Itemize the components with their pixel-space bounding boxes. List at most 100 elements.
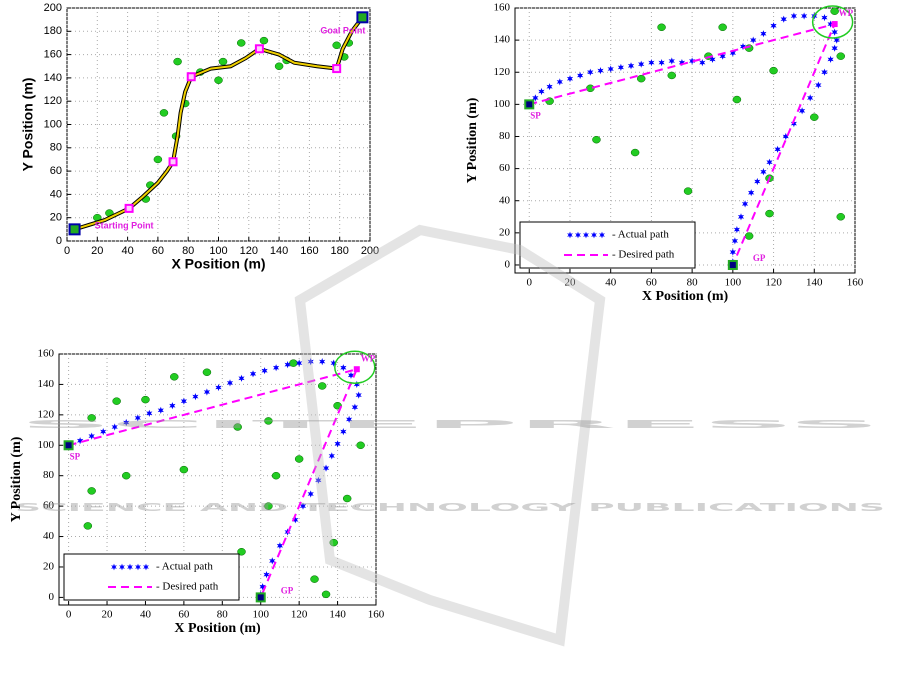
path-marker — [556, 78, 563, 86]
start-point — [524, 99, 535, 110]
legend-marker — [599, 231, 605, 239]
legend-marker — [111, 563, 117, 571]
x-tick-label: 20 — [91, 245, 103, 257]
obstacle — [810, 113, 819, 121]
y-tick-label: 20 — [499, 226, 511, 238]
x-tick-label: 40 — [140, 609, 152, 621]
legend-marker — [127, 563, 133, 571]
obstacle — [141, 395, 150, 404]
path-marker — [203, 388, 211, 396]
x-tick-label: 160 — [847, 277, 864, 289]
path-marker — [754, 177, 761, 186]
path-marker — [577, 71, 584, 80]
path-marker — [328, 452, 335, 460]
y-tick-label: 140 — [38, 378, 55, 390]
y-tick-label: 40 — [43, 530, 55, 542]
x-tick-label: 60 — [646, 277, 658, 289]
obstacle — [667, 71, 677, 80]
obstacle — [333, 401, 342, 410]
legend-label: - Actual path — [612, 229, 669, 241]
obstacle — [264, 502, 273, 510]
annotation: GP — [281, 585, 294, 595]
obstacle — [153, 155, 163, 164]
path-marker — [263, 571, 270, 579]
path-marker — [729, 49, 736, 57]
obstacle — [769, 66, 778, 75]
goal-point — [255, 592, 266, 603]
x-tick-label: 100 — [252, 609, 269, 621]
legend-marker — [135, 563, 141, 571]
path-marker — [648, 59, 655, 67]
obstacle — [121, 471, 131, 480]
path-marker — [748, 189, 755, 197]
y-tick-label: 160 — [44, 49, 62, 61]
legend-marker — [575, 231, 581, 239]
path-marker — [532, 94, 539, 102]
path-marker — [798, 107, 806, 115]
y-tick-label: 20 — [43, 561, 55, 573]
legend-marker — [567, 231, 573, 239]
y-tick-label: 60 — [50, 165, 62, 177]
path-marker — [180, 397, 187, 405]
legend-label: - Actual path — [156, 561, 213, 573]
watermark-logo — [294, 224, 606, 647]
x-tick-label: 0 — [66, 609, 72, 621]
annotation: WP — [839, 8, 854, 18]
y-tick-label: 160 — [494, 2, 511, 14]
waypoint — [124, 203, 134, 213]
path-marker — [238, 374, 245, 382]
y-axis-label: Y Position (m) — [20, 78, 36, 172]
x-tick-label: 80 — [217, 609, 229, 621]
x-tick-label: 20 — [102, 609, 114, 621]
path-marker — [100, 428, 107, 436]
legend-marker — [591, 231, 597, 239]
y-axis-label: Y Position (m) — [9, 436, 24, 522]
obstacle — [289, 359, 298, 367]
path-marker — [134, 414, 141, 422]
y-tick-label: 60 — [43, 500, 55, 512]
path-marker — [355, 391, 362, 399]
obstacle — [592, 135, 601, 144]
path-marker — [319, 358, 326, 366]
x-tick-label: 200 — [361, 245, 379, 257]
path-marker — [322, 464, 330, 472]
goal-point — [727, 259, 738, 270]
obstacle — [657, 23, 666, 32]
obstacle — [83, 522, 93, 530]
y-tick-label: 80 — [499, 130, 511, 142]
x-tick-label: 140 — [806, 277, 823, 289]
annotation: WP — [361, 353, 376, 363]
path-marker — [719, 52, 726, 60]
y-tick-label: 40 — [499, 194, 511, 206]
path-marker — [741, 200, 749, 208]
path-marker — [770, 22, 777, 30]
x-tick-label: 0 — [527, 277, 533, 289]
path-marker — [566, 75, 574, 83]
x-tick-label: 140 — [329, 609, 346, 621]
legend-label: - Desired path — [612, 249, 675, 261]
path-marker — [699, 59, 706, 67]
path-marker — [284, 361, 291, 369]
obstacle — [87, 414, 96, 422]
annotation: Goal Point — [320, 26, 365, 36]
annotation: Starting Point — [95, 221, 154, 231]
path-marker — [249, 370, 257, 378]
path-marker — [760, 30, 767, 38]
obstacle — [836, 52, 845, 60]
x-tick-label: 80 — [687, 277, 699, 289]
waypoint — [168, 157, 178, 167]
y-tick-label: 120 — [38, 408, 55, 420]
path-marker — [821, 68, 828, 76]
obstacle — [630, 148, 640, 157]
path-marker — [334, 440, 341, 448]
obstacle — [173, 57, 182, 66]
x-tick-label: 160 — [300, 245, 318, 257]
obstacle — [329, 538, 338, 547]
waypoint — [356, 11, 369, 24]
y-tick-label: 200 — [44, 2, 62, 14]
path-marker — [340, 364, 347, 372]
obstacle — [214, 76, 223, 84]
obstacle — [159, 109, 169, 117]
path-marker — [597, 67, 604, 75]
start-point — [63, 440, 74, 451]
